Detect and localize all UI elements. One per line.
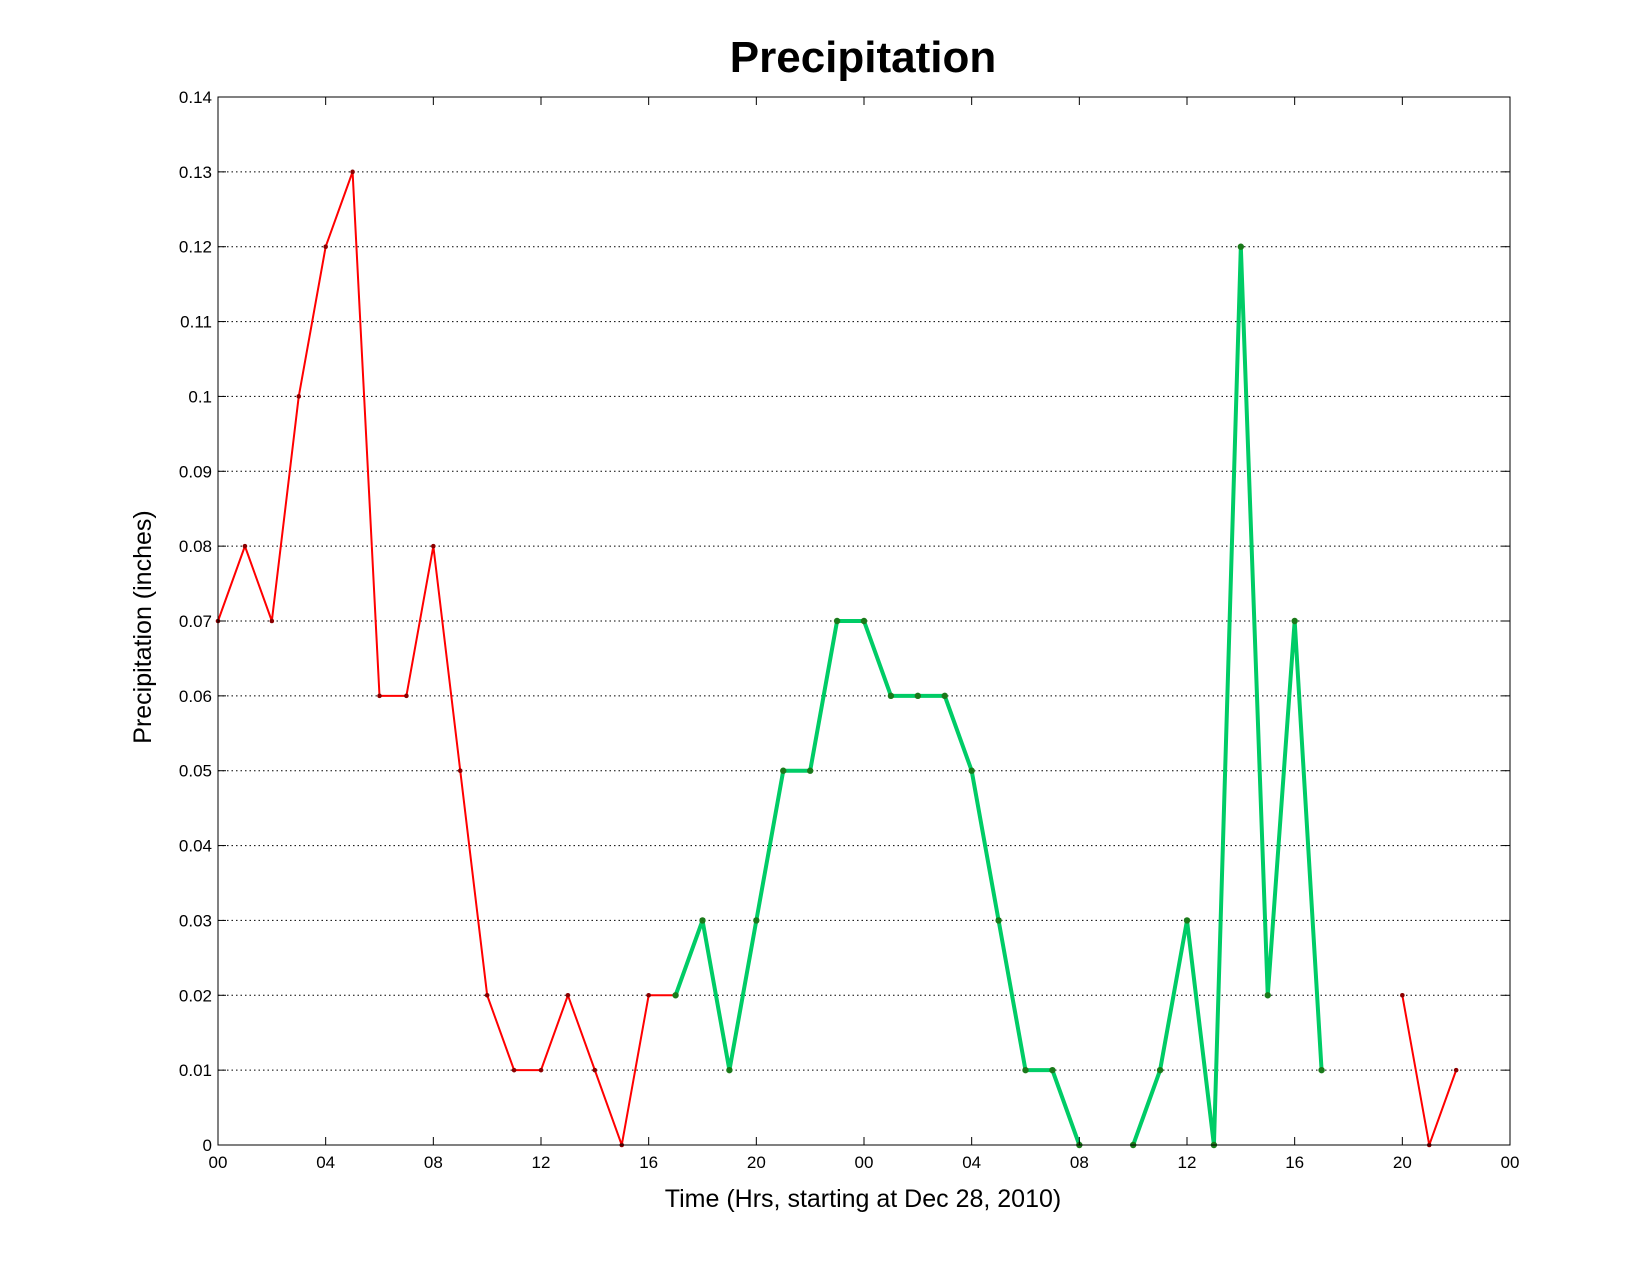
y-axis-label: Precipitation (inches) [129, 510, 157, 743]
y-tick-label: 0.06 [179, 687, 212, 706]
data-point [753, 917, 760, 924]
data-point [860, 617, 868, 625]
y-tick-label: 0.02 [179, 986, 212, 1005]
data-point [646, 992, 651, 998]
series-2 [672, 243, 1325, 1149]
x-tick-label: 00 [855, 1153, 874, 1172]
data-point [296, 394, 302, 399]
x-tick-label: 08 [424, 1153, 443, 1172]
x-tick-label: 20 [747, 1153, 766, 1172]
x-tick-label: 04 [316, 1153, 335, 1172]
y-tick-label: 0.1 [188, 387, 212, 406]
y-tick-label: 0.12 [179, 238, 212, 257]
chart-title: Precipitation [730, 33, 997, 82]
data-point [1022, 1066, 1029, 1074]
x-tick-label: 12 [1178, 1153, 1197, 1172]
y-tick-label: 0.04 [179, 837, 212, 856]
y-tick-label: 0.03 [179, 911, 212, 930]
y-tick-label: 0.13 [179, 163, 212, 182]
data-point [833, 617, 841, 625]
x-tick-label: 16 [1285, 1153, 1304, 1172]
x-tick-label: 00 [209, 1153, 228, 1172]
data-point [887, 692, 895, 700]
x-tick-label: 00 [1501, 1153, 1520, 1172]
data-point [672, 992, 679, 999]
data-point [914, 692, 922, 700]
data-point [1291, 617, 1298, 625]
y-tick-label: 0 [203, 1136, 212, 1155]
data-point [968, 767, 975, 774]
y-tick-label: 0.08 [179, 537, 212, 556]
series-line [217, 170, 676, 1146]
y-tick-label: 0.09 [179, 462, 212, 481]
data-point [457, 768, 463, 774]
plot-series [215, 169, 1459, 1149]
data-point [1453, 1067, 1459, 1073]
data-point [404, 693, 409, 699]
data-point [538, 1067, 544, 1073]
data-point [242, 543, 248, 549]
y-tick-label: 0.07 [179, 612, 212, 631]
data-point [1183, 917, 1191, 924]
data-point [323, 244, 328, 250]
data-point [592, 1067, 598, 1073]
data-point [1400, 992, 1405, 998]
x-tick-label: 16 [639, 1153, 658, 1172]
data-point [1264, 992, 1271, 999]
data-point [780, 767, 787, 774]
data-point [1156, 1066, 1164, 1074]
data-point [431, 543, 436, 549]
series-1 [215, 169, 1459, 1148]
x-tick-label: 12 [532, 1153, 551, 1172]
x-tick-label: 20 [1393, 1153, 1412, 1172]
data-point [565, 992, 571, 998]
data-point [726, 1066, 733, 1074]
x-tick-label: 08 [1070, 1153, 1089, 1172]
data-point [484, 992, 490, 998]
axis-ticks: 0 0.01 0.02 0.03 0.04 0.05 0.06 0.07 0.08 0.09 0.1… [179, 88, 1520, 1172]
y-tick-label: 0.05 [179, 762, 212, 781]
data-point [269, 618, 275, 624]
y-tick-label: 0.11 [180, 313, 212, 332]
data-point [377, 693, 382, 699]
y-tick-label: 0.01 [179, 1061, 212, 1080]
data-point [1237, 243, 1245, 250]
x-tick-label: 04 [962, 1153, 981, 1172]
data-point [806, 767, 814, 774]
data-point [699, 917, 706, 924]
y-tick-label: 0.14 [179, 88, 212, 107]
series-line [673, 619, 1082, 1146]
series-line [1131, 244, 1324, 1147]
data-point [511, 1067, 517, 1073]
data-point [1049, 1066, 1056, 1074]
data-point [1318, 1066, 1325, 1074]
data-point [350, 169, 355, 175]
x-axis-label: Time (Hrs, starting at Dec 28, 2010) [665, 1185, 1061, 1213]
data-point [941, 692, 948, 700]
data-point [995, 917, 1002, 924]
